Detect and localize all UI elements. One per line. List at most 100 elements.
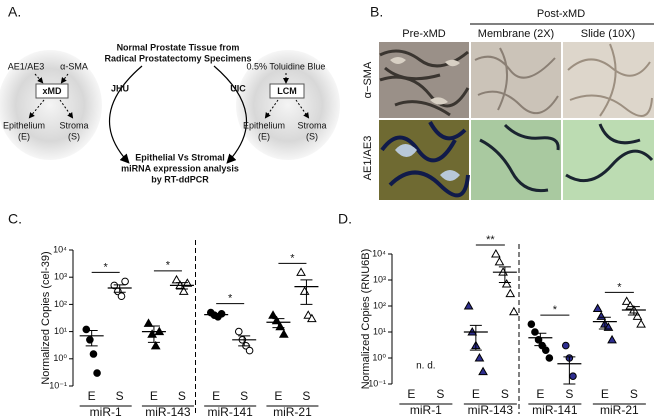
significance-label: ** bbox=[486, 234, 495, 246]
y-tick-label: 10¹ bbox=[373, 326, 386, 336]
data-point bbox=[463, 300, 474, 310]
micrograph bbox=[563, 42, 654, 118]
data-point bbox=[86, 335, 94, 344]
category-label: E bbox=[88, 389, 96, 403]
error-bar bbox=[113, 284, 126, 293]
category-label: E bbox=[407, 387, 415, 401]
error-bar bbox=[598, 316, 611, 330]
left-blob bbox=[0, 50, 102, 160]
error-bar bbox=[498, 266, 511, 284]
data-point bbox=[541, 346, 550, 354]
data-point bbox=[491, 248, 501, 258]
micrograph-texture bbox=[379, 49, 470, 117]
category-label: S bbox=[630, 387, 638, 401]
compartment-abbr: (E) bbox=[258, 131, 270, 141]
group-label: miR-143 bbox=[468, 403, 514, 416]
data-point bbox=[592, 303, 603, 313]
data-point bbox=[178, 286, 189, 295]
category-label: E bbox=[601, 387, 609, 401]
compartment-abbr: (E) bbox=[18, 131, 30, 141]
micrograph-texture bbox=[474, 47, 559, 115]
y-tick-label: 10⁰ bbox=[372, 352, 386, 362]
data-point bbox=[569, 372, 577, 380]
panel-label: D. bbox=[338, 211, 352, 227]
data-point bbox=[234, 327, 243, 336]
data-point bbox=[117, 292, 126, 301]
error-bar bbox=[627, 306, 640, 316]
column-group: Post-xMD bbox=[537, 8, 585, 20]
row-header: AE1/AE3 bbox=[362, 136, 374, 181]
data-point bbox=[121, 277, 129, 286]
group-label: miR-1 bbox=[90, 405, 122, 416]
data-point bbox=[621, 296, 632, 305]
error-bar bbox=[272, 318, 285, 329]
data-point bbox=[296, 267, 306, 276]
micrograph-texture bbox=[380, 121, 470, 198]
panel-label: A. bbox=[8, 4, 21, 20]
micrograph-texture bbox=[479, 123, 560, 193]
category-label: S bbox=[178, 389, 186, 403]
y-tick-label: 10³ bbox=[373, 274, 386, 284]
significance-label: * bbox=[228, 292, 233, 304]
micrograph-texture bbox=[565, 123, 654, 183]
site-label: UIC bbox=[230, 83, 246, 93]
data-point bbox=[478, 366, 488, 376]
significance-label: * bbox=[290, 252, 295, 264]
column-header: Slide (10X) bbox=[581, 28, 635, 40]
group-label: miR-141 bbox=[532, 403, 578, 416]
error-bar bbox=[175, 282, 188, 290]
micrograph-texture bbox=[395, 144, 460, 181]
panel-label: C. bbox=[8, 211, 22, 227]
group-label: miR-141 bbox=[208, 405, 254, 416]
result-text: by RT-ddPCR bbox=[151, 174, 209, 184]
y-tick-label: 10³ bbox=[54, 272, 67, 282]
data-point bbox=[143, 318, 154, 327]
error-bar bbox=[85, 329, 98, 347]
micrograph bbox=[379, 120, 469, 200]
flow-arrow bbox=[108, 65, 143, 164]
data-point bbox=[509, 306, 519, 316]
group-label: miR-21 bbox=[600, 403, 639, 416]
data-point bbox=[474, 352, 485, 362]
error-bar bbox=[563, 356, 576, 385]
category-label: S bbox=[501, 387, 509, 401]
y-tick-label: 10⁰ bbox=[53, 353, 67, 363]
error-bar bbox=[300, 279, 313, 305]
panel-label: B. bbox=[370, 4, 383, 20]
y-tick-label: 10⁻¹ bbox=[49, 380, 67, 390]
data-point bbox=[596, 311, 607, 320]
category-label: E bbox=[150, 389, 158, 403]
method-label: LCM bbox=[277, 86, 297, 96]
y-tick-label: 10⁴ bbox=[372, 248, 386, 258]
data-point bbox=[561, 341, 570, 350]
data-point bbox=[607, 334, 617, 344]
group-label: miR-21 bbox=[273, 405, 312, 416]
data-point bbox=[501, 279, 512, 288]
data-point bbox=[636, 319, 646, 328]
data-point bbox=[89, 350, 98, 358]
category-label: S bbox=[116, 389, 124, 403]
group-label: miR-1 bbox=[410, 403, 442, 416]
y-tick-label: 10⁴ bbox=[53, 244, 67, 254]
data-point bbox=[306, 313, 317, 323]
error-bar bbox=[238, 335, 251, 347]
y-tick-label: 10⁻¹ bbox=[368, 378, 386, 388]
result-text: Epithelial Vs Stromal bbox=[135, 152, 225, 162]
y-tick-label: 10¹ bbox=[54, 326, 67, 336]
method-label: xMD bbox=[42, 86, 62, 96]
stain-label: AE1/AE3 bbox=[8, 61, 45, 71]
y-axis-label: Normalized Copies (RNU6B) bbox=[360, 249, 372, 390]
diagram-title: Normal Prostate Tissue from bbox=[117, 42, 240, 52]
y-axis-label: Normalized Copies (cel-39) bbox=[40, 251, 52, 384]
site-label: JHU bbox=[111, 83, 129, 93]
compartment-abbr: (S) bbox=[68, 131, 80, 141]
significance-label: * bbox=[553, 304, 558, 316]
data-point bbox=[531, 328, 539, 336]
micrograph bbox=[379, 42, 469, 118]
stain-label: 0.5% Toluidine Blue bbox=[247, 61, 326, 71]
dashed-arrow bbox=[60, 73, 69, 84]
compartment: Stroma bbox=[297, 120, 326, 130]
flow-arrow bbox=[213, 65, 248, 164]
data-point bbox=[494, 256, 505, 266]
error-bar bbox=[210, 313, 223, 317]
